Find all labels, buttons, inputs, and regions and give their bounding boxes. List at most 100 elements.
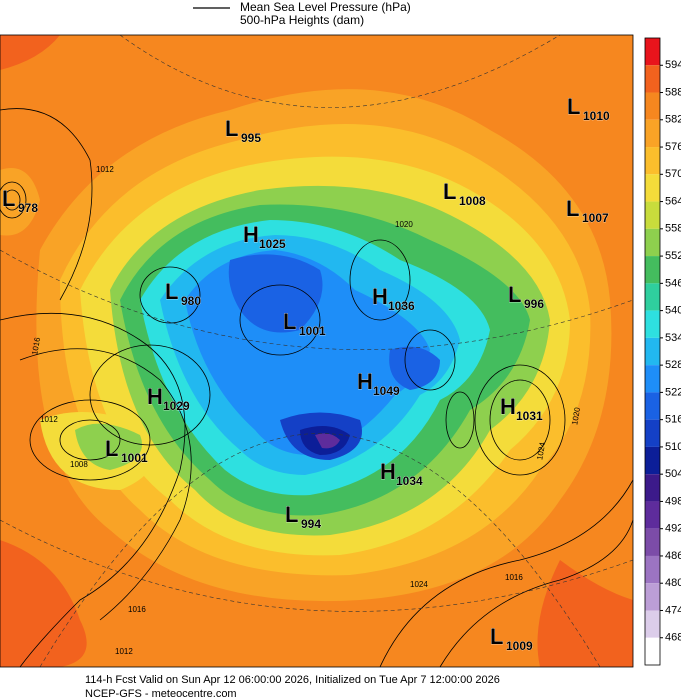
colorbar-label: 570 — [665, 168, 681, 180]
colorbar-swatch — [645, 119, 660, 148]
colorbar-swatch — [645, 283, 660, 311]
colorbar-label: 468 — [665, 632, 681, 644]
colorbar-label: 480 — [665, 577, 681, 589]
center-letter: L — [105, 436, 118, 461]
colorbar-label: 558 — [665, 223, 681, 235]
colorbar-swatch — [645, 38, 660, 66]
colorbar-swatch — [645, 310, 660, 338]
footer-text: 114-h Fcst Valid on Sun Apr 12 06:00:00 … — [85, 674, 500, 686]
center-letter: H — [500, 394, 516, 419]
center-letter: L — [165, 279, 178, 304]
center-value: 1034 — [396, 474, 423, 488]
colorbar-label: 492 — [665, 523, 681, 535]
colorbar-label: 486 — [665, 550, 681, 562]
colorbar-swatch — [645, 446, 660, 475]
center-value: 994 — [301, 517, 321, 531]
colorbar-swatch — [645, 174, 660, 202]
colorbar-label: 582 — [665, 114, 681, 126]
colorbar-swatch — [645, 528, 660, 556]
colorbar-label: 510 — [665, 441, 681, 453]
colorbar-label: 528 — [665, 359, 681, 371]
colorbar-swatch — [645, 583, 660, 611]
colorbar-swatch — [645, 555, 660, 584]
legend-text: Mean Sea Level Pressure (hPa) — [240, 0, 411, 14]
contour-label: 1012 — [96, 165, 114, 174]
colorbar-label: 516 — [665, 414, 681, 426]
center-value: 1010 — [583, 109, 610, 123]
colorbar-label: 498 — [665, 495, 681, 507]
contour-label: 1012 — [115, 647, 133, 656]
center-value: 1049 — [373, 384, 400, 398]
contour-label: 1008 — [70, 460, 88, 469]
contour-label: 1012 — [40, 415, 58, 424]
contour-label: 1024 — [535, 441, 547, 461]
colorbar-swatch — [645, 392, 660, 420]
colorbar-label: 588 — [665, 86, 681, 98]
center-value: 1025 — [259, 237, 286, 251]
center-value: 1001 — [121, 451, 148, 465]
legend-text: 500-hPa Heights (dam) — [240, 13, 364, 27]
colorbar-swatch — [645, 610, 660, 638]
center-value: 1007 — [582, 211, 609, 225]
colorbar-swatch — [645, 92, 660, 120]
center-letter: H — [243, 222, 259, 247]
colorbar-swatch — [645, 337, 660, 366]
colorbar-swatch — [645, 501, 660, 529]
colorbar-swatch — [645, 228, 660, 257]
center-letter: L — [225, 116, 238, 141]
colorbar-label: 474 — [665, 604, 681, 616]
colorbar-frame — [644, 37, 661, 666]
colorbar-swatch — [645, 256, 660, 284]
center-value: 978 — [18, 201, 38, 215]
colorbar-label: 540 — [665, 305, 681, 317]
colorbar-swatch — [645, 147, 660, 175]
contour-label: 1024 — [410, 580, 428, 589]
center-value: 996 — [524, 297, 544, 311]
center-value: 995 — [241, 131, 261, 145]
colorbar-label: 504 — [665, 468, 681, 480]
colorbar-label: 576 — [665, 141, 681, 153]
center-letter: H — [380, 459, 396, 484]
center-value: 980 — [181, 294, 201, 308]
colorbar-label: 564 — [665, 195, 681, 207]
center-letter: H — [372, 284, 388, 309]
center-letter: H — [147, 384, 163, 409]
center-letter: L — [567, 94, 580, 119]
contour-label: 1016 — [30, 336, 42, 356]
center-value: 1031 — [516, 409, 543, 423]
colorbar-swatch — [645, 474, 660, 502]
colorbar-swatch — [645, 637, 660, 665]
center-letter: L — [490, 624, 503, 649]
center-letter: L — [285, 502, 298, 527]
center-letter: L — [283, 309, 296, 334]
center-letter: L — [2, 186, 15, 211]
colorbar-swatch — [645, 419, 660, 447]
colorbar-swatch — [645, 201, 660, 229]
colorbar-label: 594 — [665, 59, 681, 71]
center-value: 1008 — [459, 194, 486, 208]
isobars — [0, 34, 634, 668]
contour-label: 1016 — [505, 573, 523, 582]
colorbar-label: 552 — [665, 250, 681, 262]
colorbar-swatch — [645, 365, 660, 393]
contour-label: 1016 — [128, 605, 146, 614]
center-value: 1009 — [506, 639, 533, 653]
map-frame — [0, 34, 634, 668]
center-value: 1001 — [299, 324, 326, 338]
center-value: 1029 — [163, 399, 190, 413]
footer-text: NCEP-GFS - meteocentre.com — [85, 688, 237, 700]
colorbar-swatch — [645, 65, 660, 93]
colorbar-label: 546 — [665, 277, 681, 289]
colorbar: 594 588 582 576 570 564 558 552 546 540 534 528 522 5… — [644, 37, 681, 666]
colorbar-label: 534 — [665, 332, 681, 344]
height-field — [0, 35, 633, 667]
center-letter: L — [443, 179, 456, 204]
center-value: 1036 — [388, 299, 415, 313]
center-letter: H — [357, 369, 373, 394]
contour-label: 1020 — [570, 406, 582, 426]
center-letter: L — [508, 282, 521, 307]
center-letter: L — [566, 196, 579, 221]
